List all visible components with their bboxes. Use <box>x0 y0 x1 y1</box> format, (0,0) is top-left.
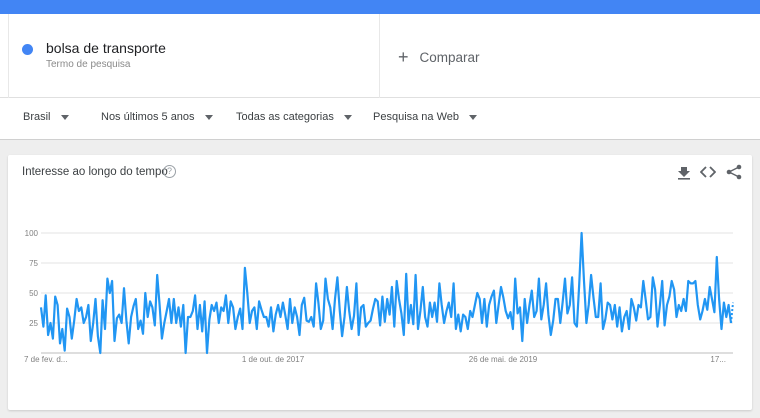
chevron-down-icon <box>343 114 352 120</box>
search-terms-bar: bolsa de transporte Termo de pesquisa + … <box>0 14 760 98</box>
filter-region-dropdown[interactable]: Brasil <box>23 111 69 123</box>
embed-icon[interactable] <box>700 164 716 180</box>
filter-search-type-dropdown[interactable]: Pesquisa na Web <box>373 111 478 123</box>
interest-over-time-card: Interesse ao longo do tempo ? 25 50 75 100 7… <box>8 155 752 410</box>
compare-button[interactable]: + Comparar <box>398 47 480 67</box>
partial-data-marker <box>730 302 734 324</box>
chevron-down-icon <box>60 114 69 120</box>
search-term-card[interactable]: bolsa de transporte Termo de pesquisa <box>8 14 380 98</box>
y-tick-label: 50 <box>29 289 38 298</box>
filter-time-range-dropdown[interactable]: Nos últimos 5 anos <box>101 111 213 123</box>
y-tick-label: 25 <box>29 319 38 328</box>
x-tick-label: 26 de mai. de 2019 <box>469 355 538 364</box>
search-term-subtitle: Termo de pesquisa <box>46 59 131 70</box>
chevron-down-icon <box>469 114 478 120</box>
filter-region-label: Brasil <box>23 111 51 123</box>
download-icon[interactable] <box>676 164 692 180</box>
filter-category-label: Todas as categorias <box>236 111 334 123</box>
filter-category-dropdown[interactable]: Todas as categorias <box>236 111 352 123</box>
filter-search-type-label: Pesquisa na Web <box>373 111 460 123</box>
compare-label: Comparar <box>419 49 480 65</box>
series-line <box>39 231 733 355</box>
x-tick-label: 7 de fev. d... <box>24 355 67 364</box>
share-icon[interactable] <box>726 164 742 180</box>
filter-time-range-label: Nos últimos 5 anos <box>101 111 195 123</box>
help-icon[interactable]: ? <box>163 165 176 178</box>
interest-chart: 25 50 75 100 7 de fev. d... 1 de out. de 2017… <box>24 229 734 364</box>
y-tick-label: 100 <box>25 229 39 238</box>
plus-icon: + <box>398 47 409 67</box>
y-tick-label: 75 <box>29 259 38 268</box>
search-term-name[interactable]: bolsa de transporte <box>46 40 166 56</box>
x-tick-label: 1 de out. de 2017 <box>242 355 305 364</box>
filter-bar: Brasil Nos últimos 5 anos Todas as categ… <box>0 98 760 140</box>
top-accent-bar <box>0 0 760 14</box>
term-color-dot <box>22 44 33 55</box>
x-tick-label: 17... <box>710 355 726 364</box>
card-title: Interesse ao longo do tempo <box>22 166 168 178</box>
chevron-down-icon <box>204 114 213 120</box>
